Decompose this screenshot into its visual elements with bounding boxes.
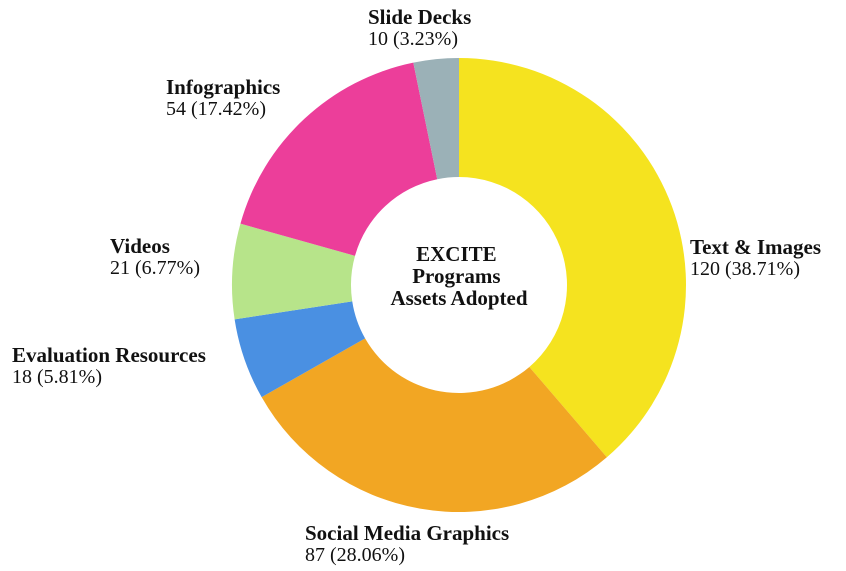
center-label-line-3: Assets Adopted (390, 286, 527, 310)
slice-videos (231, 223, 356, 320)
slice-label-value: 21 (6.77%) (110, 257, 200, 279)
slice-evaluation-resources (234, 301, 366, 398)
slice-label-value: 54 (17.42%) (166, 98, 266, 120)
slice-social-media-graphics (261, 338, 607, 513)
slice-label-name: Text & Images (690, 235, 821, 259)
donut-slices (231, 58, 686, 513)
slice-label-value: 10 (3.23%) (368, 28, 458, 50)
slice-infographics (240, 62, 438, 256)
slice-slide-decks (413, 58, 459, 180)
center-label: EXCITE Programs Assets Adopted (390, 242, 527, 310)
slice-text-images (459, 58, 686, 458)
slice-label-value: 87 (28.06%) (305, 544, 405, 566)
center-label-line-2: Programs (412, 264, 500, 288)
slice-label-name: Slide Decks (368, 5, 471, 29)
slice-label-name: Infographics (166, 75, 280, 99)
slice-label-name: Videos (110, 234, 170, 258)
slice-label-value: 120 (38.71%) (690, 258, 800, 280)
slice-label-name: Evaluation Resources (12, 343, 206, 367)
center-label-line-1: EXCITE (416, 242, 497, 266)
slice-label-value: 18 (5.81%) (12, 366, 102, 388)
slice-label-name: Social Media Graphics (305, 521, 509, 545)
